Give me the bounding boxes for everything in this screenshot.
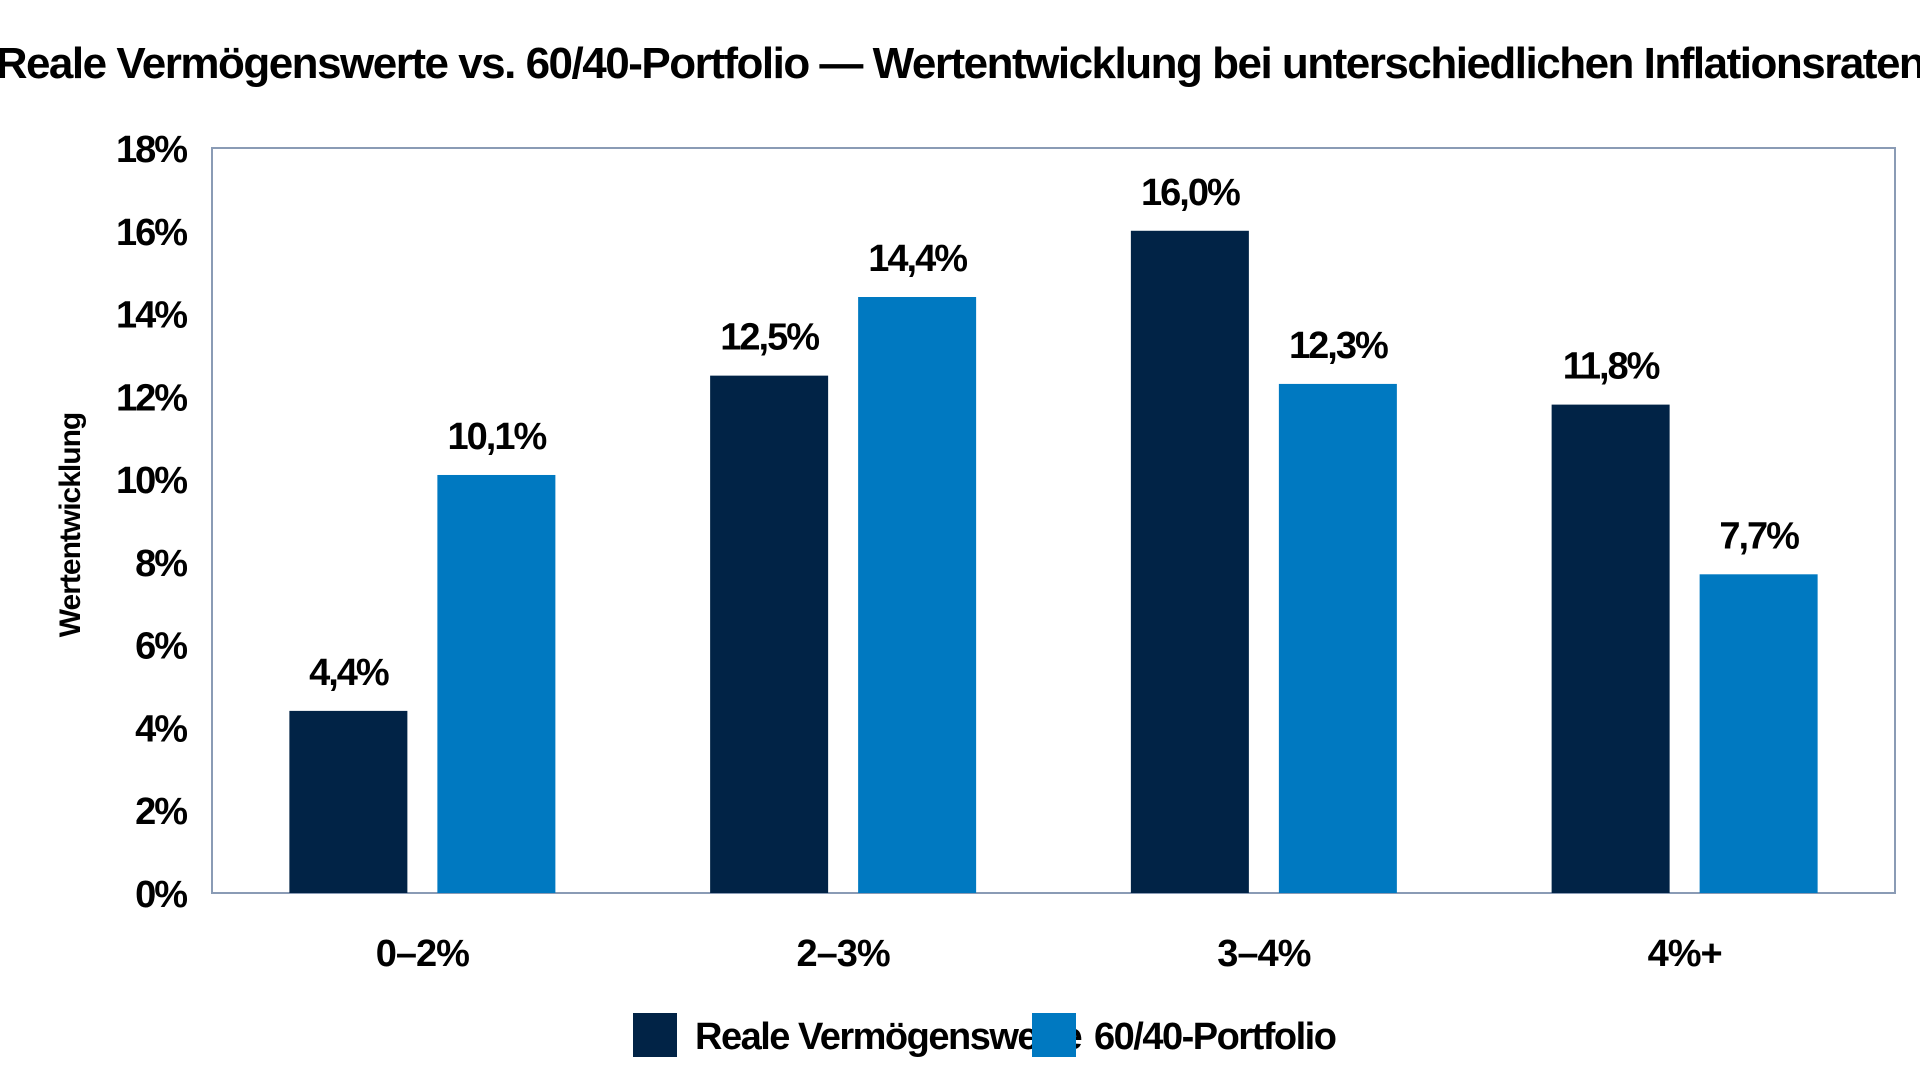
y-tick-label: 2% — [135, 791, 187, 833]
value-label: 12,5% — [720, 317, 819, 359]
bar-reale-vermoegenswerte-1 — [710, 375, 829, 893]
y-tick-label: 0% — [135, 874, 187, 916]
value-label: 11,8% — [1563, 346, 1660, 388]
value-label: 12,3% — [1289, 325, 1388, 367]
legend-label: 60/40-Portfolio — [1094, 1016, 1336, 1058]
x-axis-categories: 0–2% 2–3% 3–4% 4%+ — [376, 933, 1723, 975]
value-labels-group: 4,4% 10,1% 12,5% 14,4% 16,0% 12,3% 11,8% 7,7% — [309, 172, 1801, 694]
y-tick-label: 16% — [116, 212, 187, 254]
y-axis-ticks: 0% 2% 4% 6% 8% 10% 12% 14% 16% 18% — [116, 129, 189, 916]
x-category-label: 4%+ — [1648, 933, 1722, 975]
y-axis-label: Wertentwicklung — [54, 413, 87, 637]
x-category-label: 0–2% — [376, 933, 469, 975]
value-label: 10,1% — [448, 416, 547, 458]
legend: Reale Vermögenswerte 60/40-Portfolio — [633, 1013, 1337, 1058]
value-label: 14,4% — [868, 238, 967, 280]
y-tick-label: 18% — [116, 129, 187, 171]
y-tick-label: 14% — [116, 295, 187, 337]
bar-reale-vermoegenswerte-2 — [1130, 230, 1249, 893]
legend-swatch — [633, 1013, 677, 1057]
y-tick-label: 10% — [116, 460, 187, 502]
legend-swatch — [1032, 1013, 1076, 1057]
bar-reale-vermoegenswerte-0 — [289, 710, 408, 893]
y-tick-label: 8% — [135, 543, 187, 585]
bar-portfolio-60-40-1 — [858, 297, 977, 893]
bar-reale-vermoegenswerte-3 — [1551, 404, 1670, 893]
value-label: 7,7% — [1719, 515, 1799, 557]
bar-portfolio-60-40-0 — [437, 474, 556, 893]
value-label: 4,4% — [309, 652, 389, 694]
bar-portfolio-60-40-3 — [1699, 574, 1818, 893]
plot-frame — [211, 147, 1896, 894]
legend-label: Reale Vermögenswerte — [695, 1016, 1081, 1058]
x-category-label: 3–4% — [1217, 933, 1310, 975]
y-tick-label: 6% — [135, 626, 187, 668]
y-tick-label: 4% — [135, 708, 187, 750]
bars-group — [289, 230, 1818, 893]
x-category-label: 2–3% — [797, 933, 890, 975]
value-label: 16,0% — [1141, 172, 1240, 214]
bar-portfolio-60-40-2 — [1278, 383, 1397, 893]
y-tick-label: 12% — [116, 377, 187, 419]
chart-title: Reale Vermögenswerte vs. 60/40-Portfolio… — [0, 39, 1920, 88]
